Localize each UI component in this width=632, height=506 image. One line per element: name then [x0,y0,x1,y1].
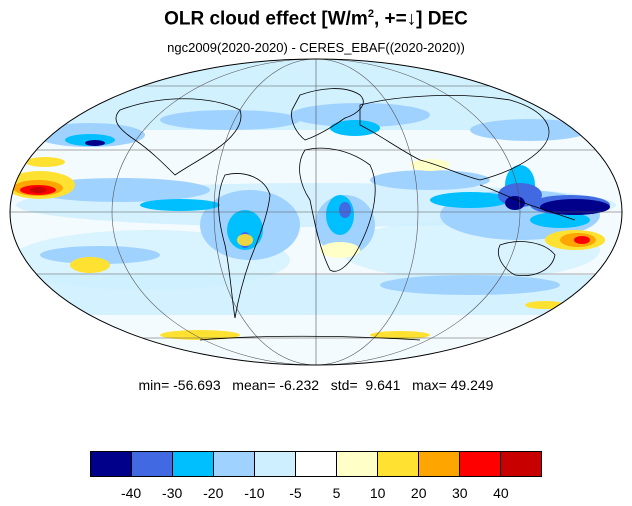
std-label: std= [330,377,358,393]
colorbar [90,451,542,477]
min-label: min= [138,377,170,393]
std-value: 9.641 [365,377,401,393]
colorbar-tick-label: 30 [452,485,468,501]
plot-title: OLR cloud effect [W/m2, +=↓] DEC [0,8,632,30]
min-value: -56.693 [173,377,221,393]
colorbar-tick-label: 20 [410,485,427,501]
statistics-line: min= -56.693 mean= -6.232 std= 9.641 max… [0,377,632,393]
map-border [9,58,623,366]
title-superscript: 2 [367,8,374,20]
colorbar-swatch [460,452,501,476]
colorbar-swatch [173,452,214,476]
colorbar-tick-label: 5 [332,485,341,501]
coastlines [115,88,576,341]
colorbar-tick-label: -40 [120,485,142,501]
colorbar-swatch [378,452,419,476]
colorbar-swatch [255,452,296,476]
colorbar-tick-label: -10 [244,485,265,501]
max-label: max= [412,377,447,393]
colorbar-tick-label: -30 [162,485,183,501]
plot-subtitle: ngc2009(2020-2020) - CERES_EBAF((2020-20… [167,40,465,55]
colorbar-tick-label: -20 [203,485,224,501]
colorbar-swatch [296,452,337,476]
colorbar-swatch [419,452,460,476]
colorbar-tick-label: -5 [289,485,302,501]
colorbar-swatch [132,452,173,476]
mean-value: -6.232 [279,377,320,393]
colorbar-tick-label: 40 [493,485,509,501]
colorbar-swatch [91,452,132,476]
colorbar-swatch [214,452,255,476]
max-value: 49.249 [450,377,494,393]
colorbar-swatch [337,452,378,476]
title-suffix: , +=↓] DEC [373,8,468,30]
colorbar-swatch [501,452,541,476]
graticule [10,59,622,365]
title-text: OLR cloud effect [W/m [164,8,368,30]
colorbar-ticks: -40 -30 -20 -10 -5 5 10 20 30 40 [90,485,542,503]
mean-label: mean= [232,377,276,393]
colorbar-tick-label: 10 [369,485,386,501]
